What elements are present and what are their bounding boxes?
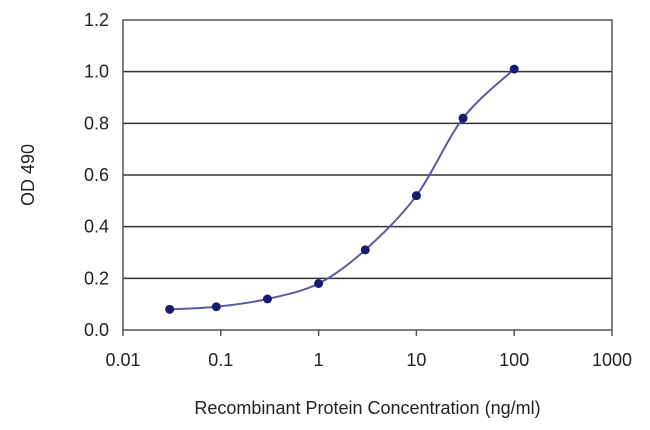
grid-lines (123, 70, 612, 280)
data-point (211, 302, 221, 312)
x-tick-label: 1000 (592, 350, 632, 370)
x-tick-label: 10 (406, 350, 426, 370)
data-point (314, 279, 324, 288)
x-axis: 0.01 0.1 1 10 100 1000 (105, 330, 632, 370)
y-tick-label: 1.2 (84, 10, 109, 30)
data-point (411, 191, 421, 201)
y-tick-label: 0.0 (84, 320, 109, 340)
x-tick-label: 0.01 (105, 350, 140, 370)
y-axis: 0.0 0.2 0.4 0.6 0.8 1.0 1.2 (84, 10, 109, 340)
y-tick-label: 0.4 (84, 217, 109, 237)
series-group (165, 64, 519, 314)
series-line (169, 68, 515, 311)
data-point (262, 294, 272, 304)
data-point (509, 64, 519, 74)
plot-area-frame (122, 19, 613, 331)
data-point (360, 245, 370, 255)
data-point (165, 304, 175, 314)
x-tick-label: 100 (499, 350, 529, 370)
x-tick-label: 1 (314, 350, 324, 370)
x-tick-label: 0.1 (208, 350, 233, 370)
x-axis-title: Recombinant Protein Concentration (ng/ml… (194, 398, 540, 418)
y-tick-label: 0.2 (84, 268, 109, 288)
y-tick-label: 1.0 (84, 62, 109, 82)
y-axis-title: OD 490 (18, 144, 38, 206)
y-tick-label: 0.8 (84, 113, 109, 133)
data-point (458, 113, 468, 123)
y-tick-label: 0.6 (84, 165, 109, 185)
